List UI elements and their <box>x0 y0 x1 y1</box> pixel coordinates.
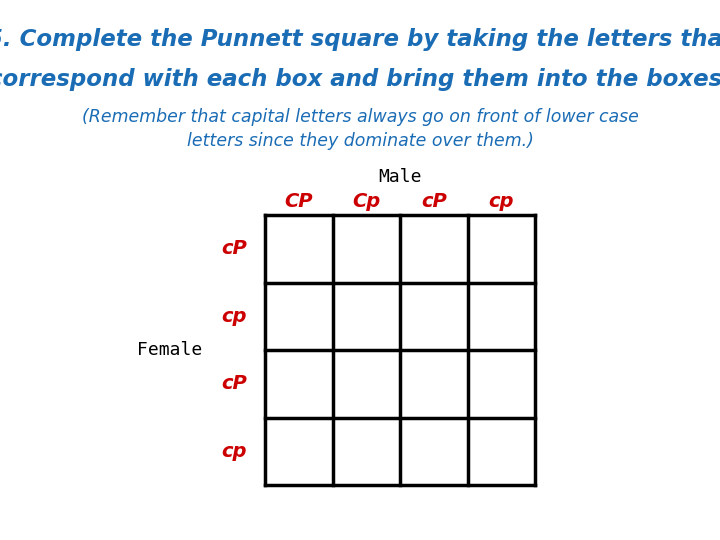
Text: cP: cP <box>221 374 247 393</box>
Text: correspond with each box and bring them into the boxes.: correspond with each box and bring them … <box>0 68 720 91</box>
Text: letters since they dominate over them.): letters since they dominate over them.) <box>186 132 534 150</box>
Text: cp: cp <box>488 192 514 211</box>
Text: cp: cp <box>222 307 247 326</box>
Text: cP: cP <box>221 239 247 258</box>
Text: cp: cp <box>222 442 247 461</box>
Text: cP: cP <box>421 192 446 211</box>
Text: (Remember that capital letters always go on front of lower case: (Remember that capital letters always go… <box>81 108 639 126</box>
Text: Cp: Cp <box>352 192 380 211</box>
Text: Female: Female <box>138 341 202 359</box>
Text: CP: CP <box>284 192 313 211</box>
Text: 5. Complete the Punnett square by taking the letters that: 5. Complete the Punnett square by taking… <box>0 28 720 51</box>
Text: Male: Male <box>378 168 422 186</box>
